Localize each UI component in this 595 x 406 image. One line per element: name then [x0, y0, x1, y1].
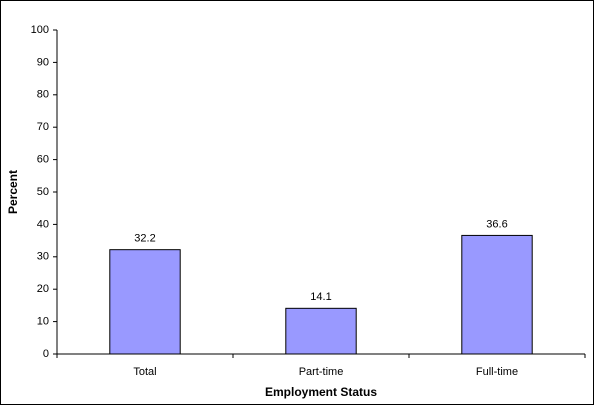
data-label: 32.2 [134, 233, 155, 245]
bar [109, 249, 181, 355]
y-tick-label: 40 [37, 218, 49, 230]
y-tick-label: 50 [37, 186, 49, 198]
x-tick-label: Part-time [299, 366, 344, 378]
bar [461, 234, 533, 355]
y-axis-title: Percent [6, 170, 20, 214]
y-tick-label: 80 [37, 89, 49, 101]
y-tick-label: 0 [43, 348, 49, 360]
y-tick-label: 90 [37, 56, 49, 68]
y-tick-label: 10 [37, 316, 49, 328]
bar [285, 307, 357, 355]
y-tick-label: 60 [37, 154, 49, 166]
x-tick-label: Total [133, 366, 156, 378]
y-tick-label: 30 [37, 251, 49, 263]
data-label: 36.6 [486, 218, 507, 230]
data-label: 14.1 [310, 291, 331, 303]
y-tick-label: 100 [31, 24, 49, 36]
y-tick-label: 20 [37, 283, 49, 295]
x-axis-title: Employment Status [265, 385, 377, 399]
y-tick-label: 70 [37, 121, 49, 133]
x-tick-label: Full-time [476, 366, 518, 378]
